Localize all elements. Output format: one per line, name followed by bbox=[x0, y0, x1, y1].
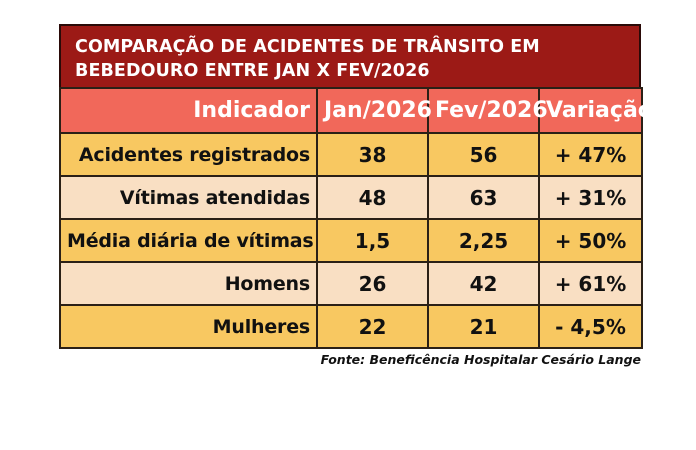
header-fev: Fev/2026 bbox=[427, 87, 548, 134]
header-variacao: Variação bbox=[538, 87, 653, 134]
table-row: Mulheres 22 21 - 4,5% bbox=[59, 304, 643, 349]
cell-fev: 21 bbox=[427, 304, 540, 349]
cell-fev: 2,25 bbox=[427, 218, 540, 263]
cell-fev: 42 bbox=[427, 261, 540, 306]
data-table: Indicador Jan/2026 Fev/2026 Variação Aci… bbox=[59, 87, 653, 349]
header-indicador: Indicador bbox=[59, 87, 318, 134]
cell-fev: 56 bbox=[427, 132, 540, 177]
cell-variacao: + 50% bbox=[538, 218, 643, 263]
header-row: Indicador Jan/2026 Fev/2026 Variação bbox=[59, 87, 653, 134]
table-title: COMPARAÇÃO DE ACIDENTES DE TRÂNSITO EM B… bbox=[59, 24, 641, 87]
cell-jan: 22 bbox=[316, 304, 429, 349]
cell-indicador: Vítimas atendidas bbox=[59, 175, 318, 220]
cell-jan: 1,5 bbox=[316, 218, 429, 263]
table-row: Acidentes registrados 38 56 + 47% bbox=[59, 132, 643, 177]
table-title-line-1: COMPARAÇÃO DE ACIDENTES DE TRÂNSITO EM bbox=[75, 37, 540, 57]
cell-variacao: + 61% bbox=[538, 261, 643, 306]
table-title-line-2: BEBEDOURO ENTRE JAN X FEV/2026 bbox=[75, 61, 430, 81]
cell-indicador: Média diária de vítimas bbox=[59, 218, 318, 263]
cell-variacao: - 4,5% bbox=[538, 304, 643, 349]
cell-jan: 38 bbox=[316, 132, 429, 177]
cell-variacao: + 47% bbox=[538, 132, 643, 177]
header-jan: Jan/2026 bbox=[316, 87, 432, 134]
cell-jan: 48 bbox=[316, 175, 429, 220]
cell-jan: 26 bbox=[316, 261, 429, 306]
cell-indicador: Mulheres bbox=[59, 304, 318, 349]
cell-variacao: + 31% bbox=[538, 175, 643, 220]
table-row: Média diária de vítimas 1,5 2,25 + 50% bbox=[59, 218, 643, 263]
accident-comparison-table-figure: COMPARAÇÃO DE ACIDENTES DE TRÂNSITO EM B… bbox=[59, 24, 653, 367]
table-row: Homens 26 42 + 61% bbox=[59, 261, 643, 306]
table-row: Vítimas atendidas 48 63 + 31% bbox=[59, 175, 643, 220]
source-caption: Fonte: Beneficência Hospitalar Cesário L… bbox=[320, 352, 641, 367]
cell-fev: 63 bbox=[427, 175, 540, 220]
cell-indicador: Acidentes registrados bbox=[59, 132, 318, 177]
cell-indicador: Homens bbox=[59, 261, 318, 306]
